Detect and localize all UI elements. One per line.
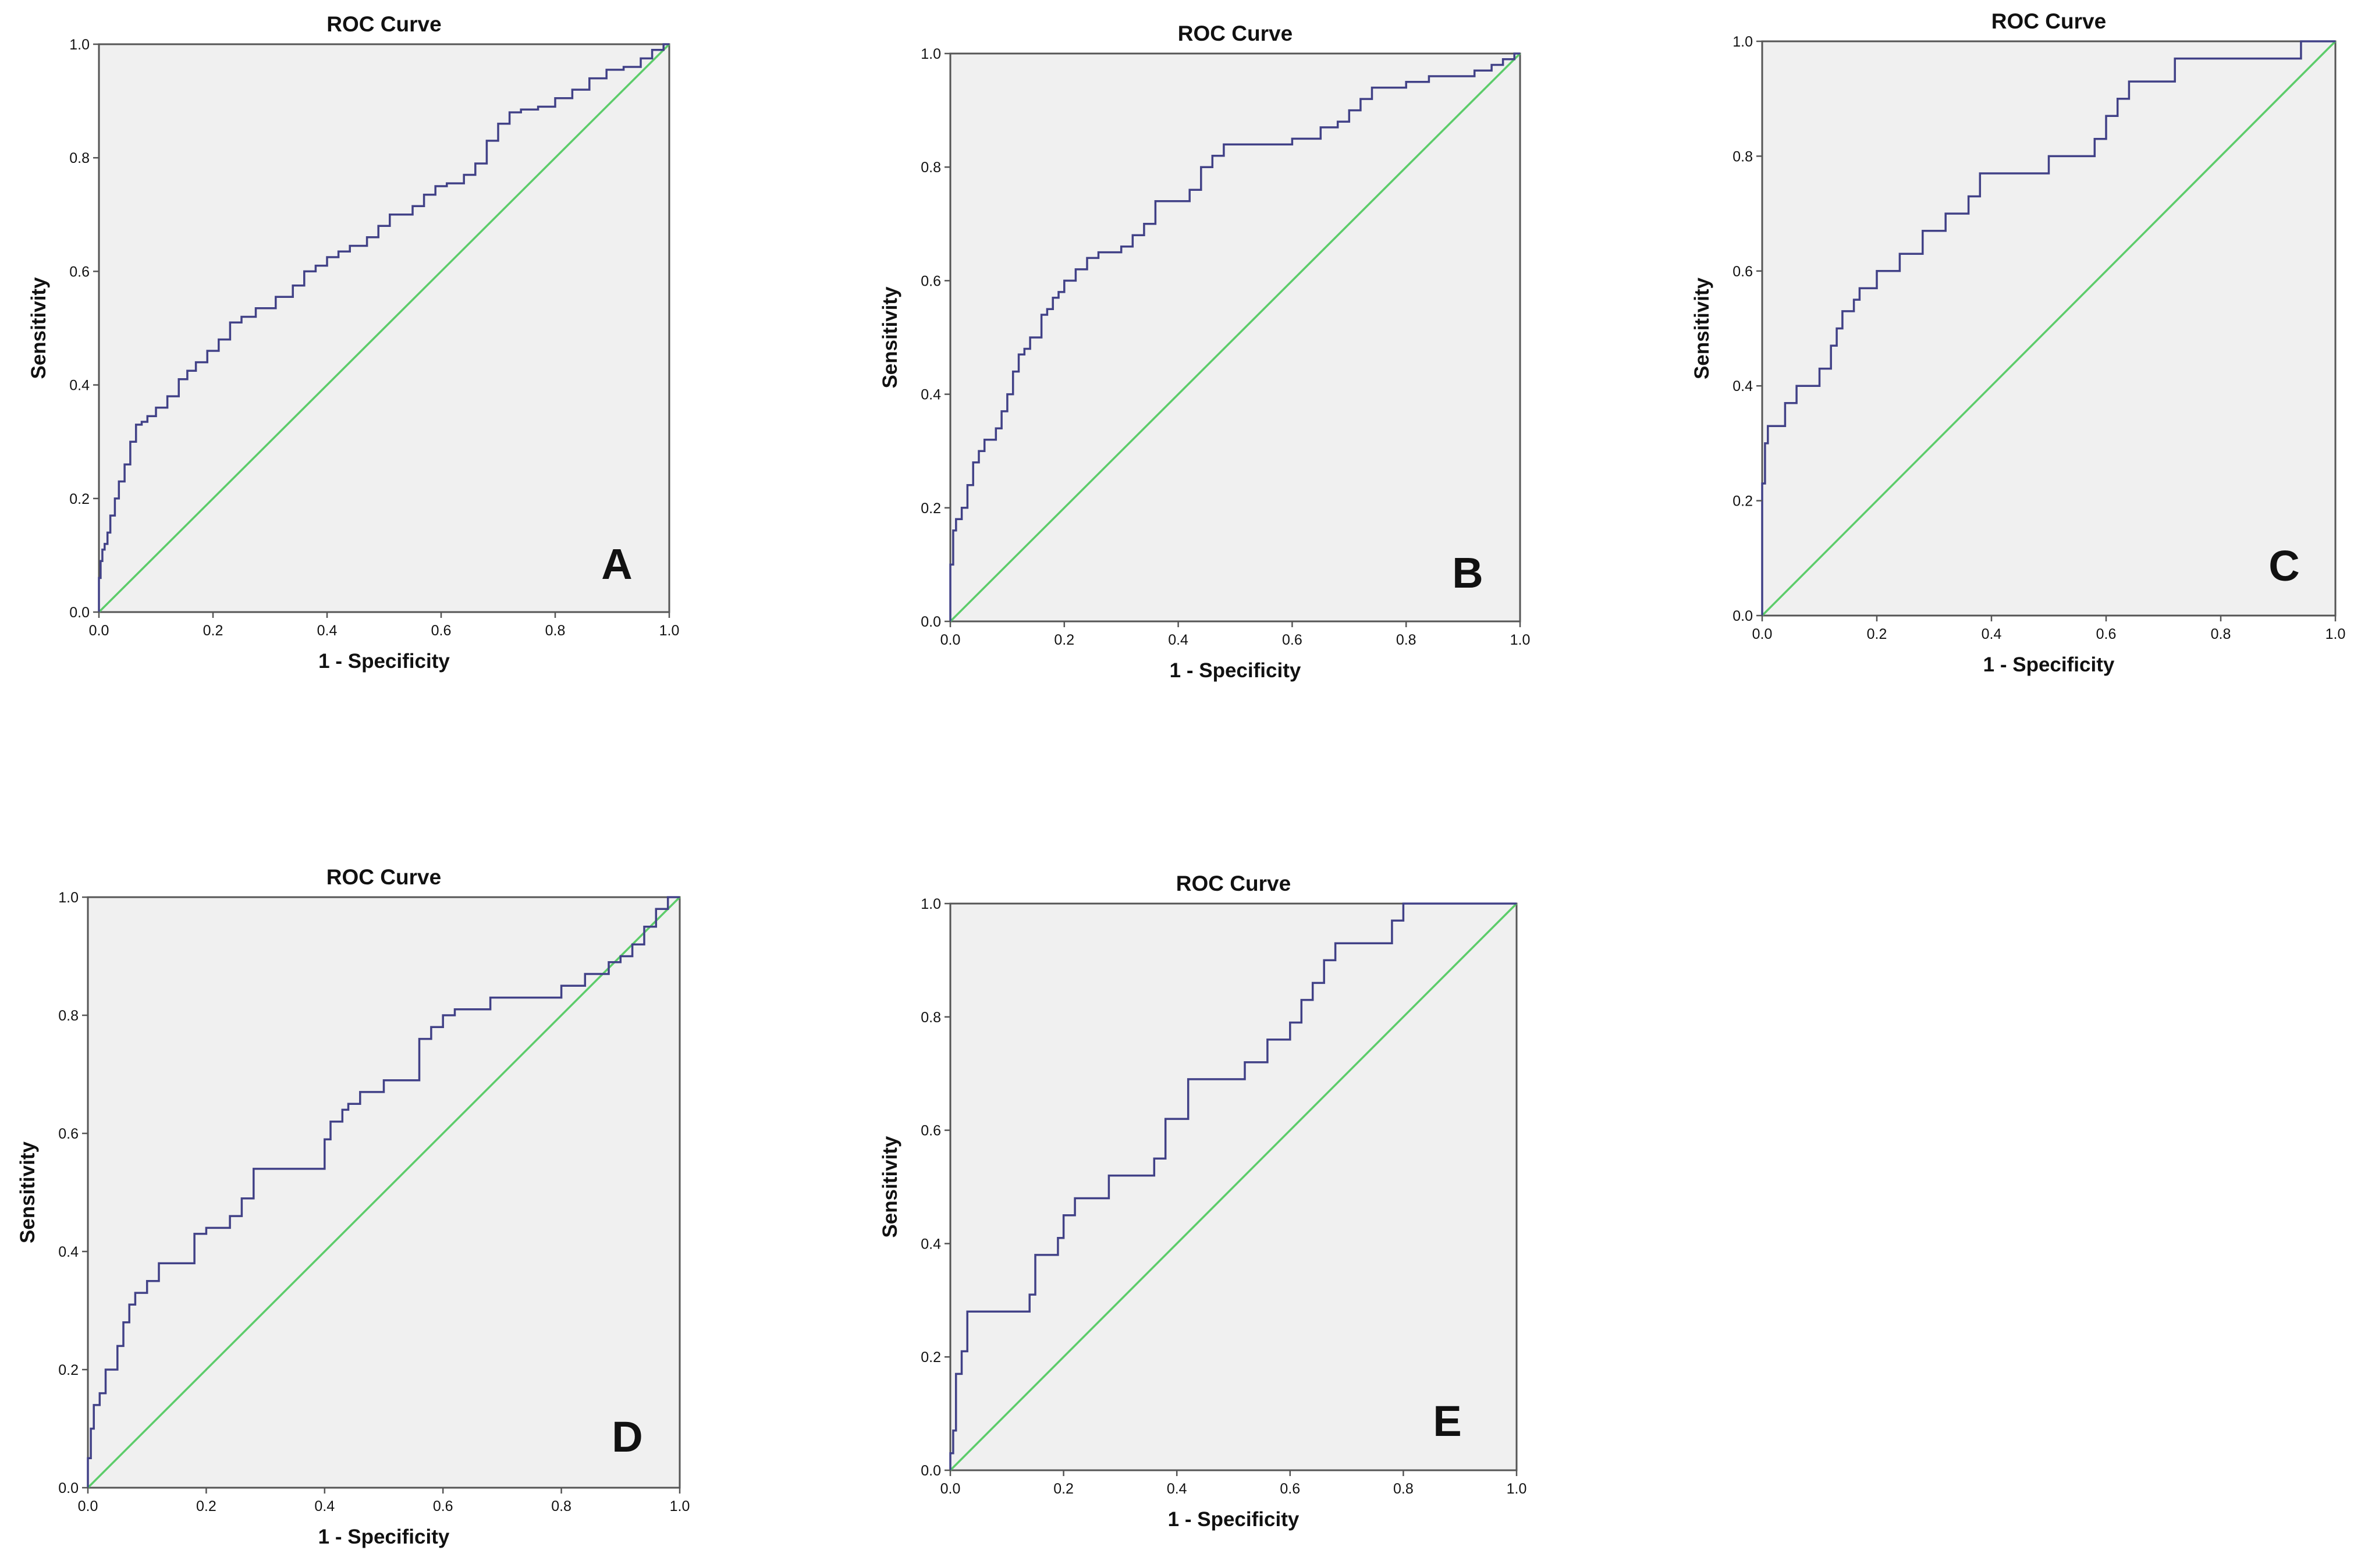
x-tick-label: 0.0 (1752, 626, 1773, 642)
reference-line (1761, 40, 2337, 617)
y-tick-label: 1.0 (921, 896, 941, 912)
panel-letter: D (612, 1413, 642, 1461)
y-tick-label: 1.0 (921, 46, 941, 62)
y-axis-label: Sensitivity (16, 1141, 39, 1243)
x-tick-label: 0.6 (1282, 632, 1302, 648)
y-axis-label: Sensitivity (27, 277, 50, 379)
x-tick-label: 0.8 (2211, 626, 2231, 642)
roc-panel-e: 0.0 0.2 0.4 0.6 0.8 1.0 0.0 0.2 0.4 0.6 0.8 1.0 ROC … (879, 872, 1526, 1531)
x-tick-label: 0.8 (1393, 1481, 1414, 1497)
y-axis-label: Sensitivity (1691, 277, 1713, 379)
x-axis-label: 1 - Specificity (1168, 1508, 1300, 1531)
chart-title: ROC Curve (1178, 22, 1293, 45)
y-tick-label: 0.4 (921, 1236, 941, 1252)
reference-line (87, 896, 681, 1489)
roc-panel-d: 0.0 0.2 0.4 0.6 0.8 1.0 0.0 0.2 0.4 0.6 0.8 1.0 ROC … (16, 865, 690, 1548)
x-tick-label: 0.6 (1280, 1481, 1300, 1497)
x-tick-label: 0.6 (2096, 626, 2117, 642)
roc-panel-b: 0.0 0.2 0.4 0.6 0.8 1.0 0.0 0.2 0.4 0.6 0.8 1.0 ROC … (879, 22, 1530, 682)
panel-letter: A (601, 540, 632, 588)
x-tick-label: 0.4 (314, 1498, 335, 1514)
y-tick-label: 0.4 (58, 1244, 79, 1260)
roc-curve-line (949, 52, 1520, 621)
y-tick-label: 0.0 (58, 1480, 79, 1496)
x-tick-label: 0.2 (196, 1498, 216, 1514)
x-tick-label: 0.6 (431, 623, 452, 639)
y-tick-label: 0.2 (69, 491, 90, 507)
x-tick-label: 0.4 (1168, 632, 1188, 648)
y-tick-label: 0.8 (921, 1009, 941, 1026)
y-tick-label: 0.0 (921, 1463, 941, 1479)
y-axis-label: Sensitivity (879, 1136, 901, 1238)
y-tick-label: 0.4 (69, 378, 90, 394)
x-tick-label: 0.2 (1054, 632, 1074, 648)
x-tick-label: 0.4 (1982, 626, 2002, 642)
y-tick-label: 0.2 (1732, 493, 1753, 510)
y-tick-label: 0.8 (921, 159, 941, 176)
y-tick-label: 0.6 (58, 1126, 79, 1142)
roc-curve-line (87, 896, 680, 1488)
y-tick-label: 0.6 (921, 273, 941, 289)
x-tick-label: 0.8 (551, 1498, 571, 1514)
y-tick-label: 1.0 (69, 37, 90, 53)
y-tick-label: 0.0 (1732, 608, 1753, 624)
reference-line (98, 43, 670, 613)
x-tick-label: 0.4 (1167, 1481, 1187, 1497)
x-tick-label: 0.2 (1053, 1481, 1074, 1497)
y-tick-label: 0.2 (921, 500, 941, 517)
x-tick-label: 0.6 (433, 1498, 453, 1514)
y-tick-label: 0.8 (58, 1008, 79, 1024)
roc-panel-c: 0.0 0.2 0.4 0.6 0.8 1.0 0.0 0.2 0.4 0.6 0.8 1.0 ROC … (1691, 9, 2345, 676)
x-tick-label: 0.8 (545, 623, 566, 639)
y-tick-label: 0.4 (1732, 378, 1753, 394)
roc-curve-line (98, 43, 669, 612)
y-tick-label: 0.6 (1732, 264, 1753, 280)
x-tick-label: 0.0 (78, 1498, 98, 1514)
y-tick-label: 0.0 (921, 614, 941, 630)
x-tick-label: 0.0 (940, 1481, 961, 1497)
x-tick-label: 1.0 (670, 1498, 690, 1514)
x-tick-label: 1.0 (2326, 626, 2346, 642)
x-axis-label: 1 - Specificity (1170, 659, 1301, 682)
chart-title: ROC Curve (326, 865, 441, 889)
y-tick-label: 1.0 (1732, 34, 1753, 50)
x-tick-label: 1.0 (1507, 1481, 1527, 1497)
x-axis-label: 1 - Specificity (318, 1526, 450, 1548)
y-tick-label: 1.0 (58, 890, 79, 906)
x-tick-label: 0.0 (940, 632, 961, 648)
chart-title: ROC Curve (1991, 9, 2106, 33)
x-tick-label: 0.0 (89, 623, 109, 639)
reference-line (949, 902, 1518, 1471)
x-tick-label: 1.0 (659, 623, 680, 639)
y-tick-label: 0.4 (921, 387, 941, 403)
x-axis-label: 1 - Specificity (318, 650, 450, 673)
panel-letter: E (1433, 1397, 1461, 1445)
y-tick-label: 0.6 (69, 264, 90, 280)
chart-title: ROC Curve (1176, 872, 1291, 895)
roc-panel-a: 0.0 0.2 0.4 0.6 0.8 1.0 0.0 0.2 0.4 0.6 0.8 1.0 ROC … (27, 12, 679, 673)
y-tick-label: 0.2 (58, 1362, 79, 1378)
y-tick-label: 0.2 (921, 1349, 941, 1366)
x-tick-label: 0.2 (203, 623, 223, 639)
y-tick-label: 0.6 (921, 1123, 941, 1139)
roc-curve-line (949, 902, 1517, 1470)
x-axis-label: 1 - Specificity (1983, 653, 2115, 676)
panel-letter: C (2268, 542, 2299, 590)
x-tick-label: 0.4 (317, 623, 338, 639)
y-axis-label: Sensitivity (879, 286, 901, 389)
y-tick-label: 0.8 (1732, 148, 1753, 165)
x-tick-label: 1.0 (1510, 632, 1531, 648)
chart-title: ROC Curve (326, 12, 441, 36)
roc-curve-line (1761, 40, 2335, 616)
y-tick-label: 0.0 (69, 605, 90, 621)
x-tick-label: 0.2 (1867, 626, 1887, 642)
x-tick-label: 0.8 (1396, 632, 1416, 648)
y-tick-label: 0.8 (69, 150, 90, 166)
panel-letter: B (1452, 549, 1483, 597)
reference-line (949, 52, 1521, 623)
